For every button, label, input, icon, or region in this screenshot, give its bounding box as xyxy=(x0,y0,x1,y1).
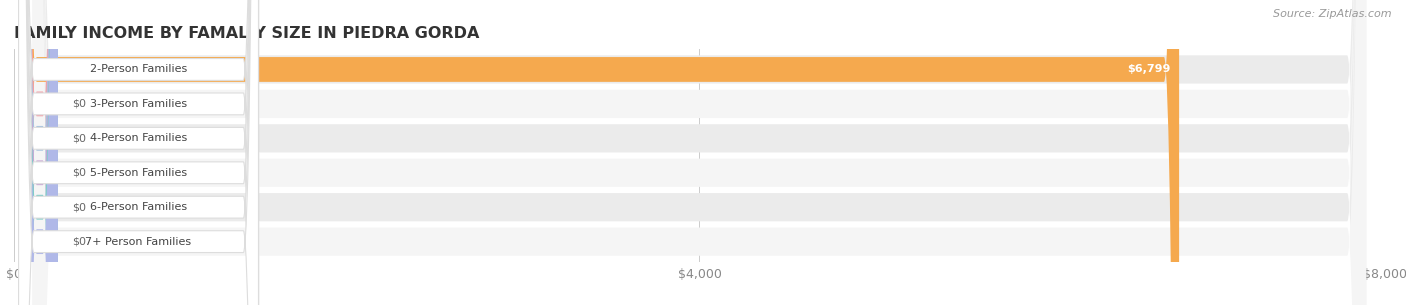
FancyBboxPatch shape xyxy=(32,0,1367,305)
FancyBboxPatch shape xyxy=(32,0,1367,305)
FancyBboxPatch shape xyxy=(21,0,58,305)
Text: 6-Person Families: 6-Person Families xyxy=(90,202,187,212)
FancyBboxPatch shape xyxy=(18,0,259,305)
FancyBboxPatch shape xyxy=(18,0,259,305)
FancyBboxPatch shape xyxy=(18,0,259,305)
FancyBboxPatch shape xyxy=(18,0,259,305)
FancyBboxPatch shape xyxy=(32,0,1367,305)
Text: $0: $0 xyxy=(72,99,86,109)
Text: 7+ Person Families: 7+ Person Families xyxy=(86,237,191,247)
FancyBboxPatch shape xyxy=(21,0,58,305)
FancyBboxPatch shape xyxy=(21,0,58,305)
Text: $6,799: $6,799 xyxy=(1128,64,1171,74)
FancyBboxPatch shape xyxy=(21,0,58,305)
FancyBboxPatch shape xyxy=(18,0,259,305)
Text: $0: $0 xyxy=(72,202,86,212)
Text: FAMILY INCOME BY FAMALIY SIZE IN PIEDRA GORDA: FAMILY INCOME BY FAMALIY SIZE IN PIEDRA … xyxy=(14,26,479,41)
FancyBboxPatch shape xyxy=(18,0,259,305)
Text: 4-Person Families: 4-Person Families xyxy=(90,133,187,143)
FancyBboxPatch shape xyxy=(32,0,1367,305)
Text: Source: ZipAtlas.com: Source: ZipAtlas.com xyxy=(1274,9,1392,19)
Text: 2-Person Families: 2-Person Families xyxy=(90,64,187,74)
Text: $0: $0 xyxy=(72,133,86,143)
FancyBboxPatch shape xyxy=(32,0,1367,305)
FancyBboxPatch shape xyxy=(32,0,1367,305)
Text: 5-Person Families: 5-Person Families xyxy=(90,168,187,178)
FancyBboxPatch shape xyxy=(21,0,58,305)
Text: $0: $0 xyxy=(72,168,86,178)
Text: $0: $0 xyxy=(72,237,86,247)
Text: 3-Person Families: 3-Person Families xyxy=(90,99,187,109)
FancyBboxPatch shape xyxy=(21,0,1180,305)
